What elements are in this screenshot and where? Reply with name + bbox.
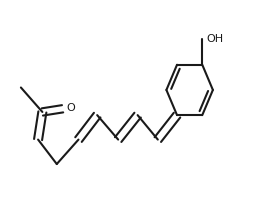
Text: O: O	[66, 103, 75, 112]
Text: OH: OH	[206, 34, 223, 44]
